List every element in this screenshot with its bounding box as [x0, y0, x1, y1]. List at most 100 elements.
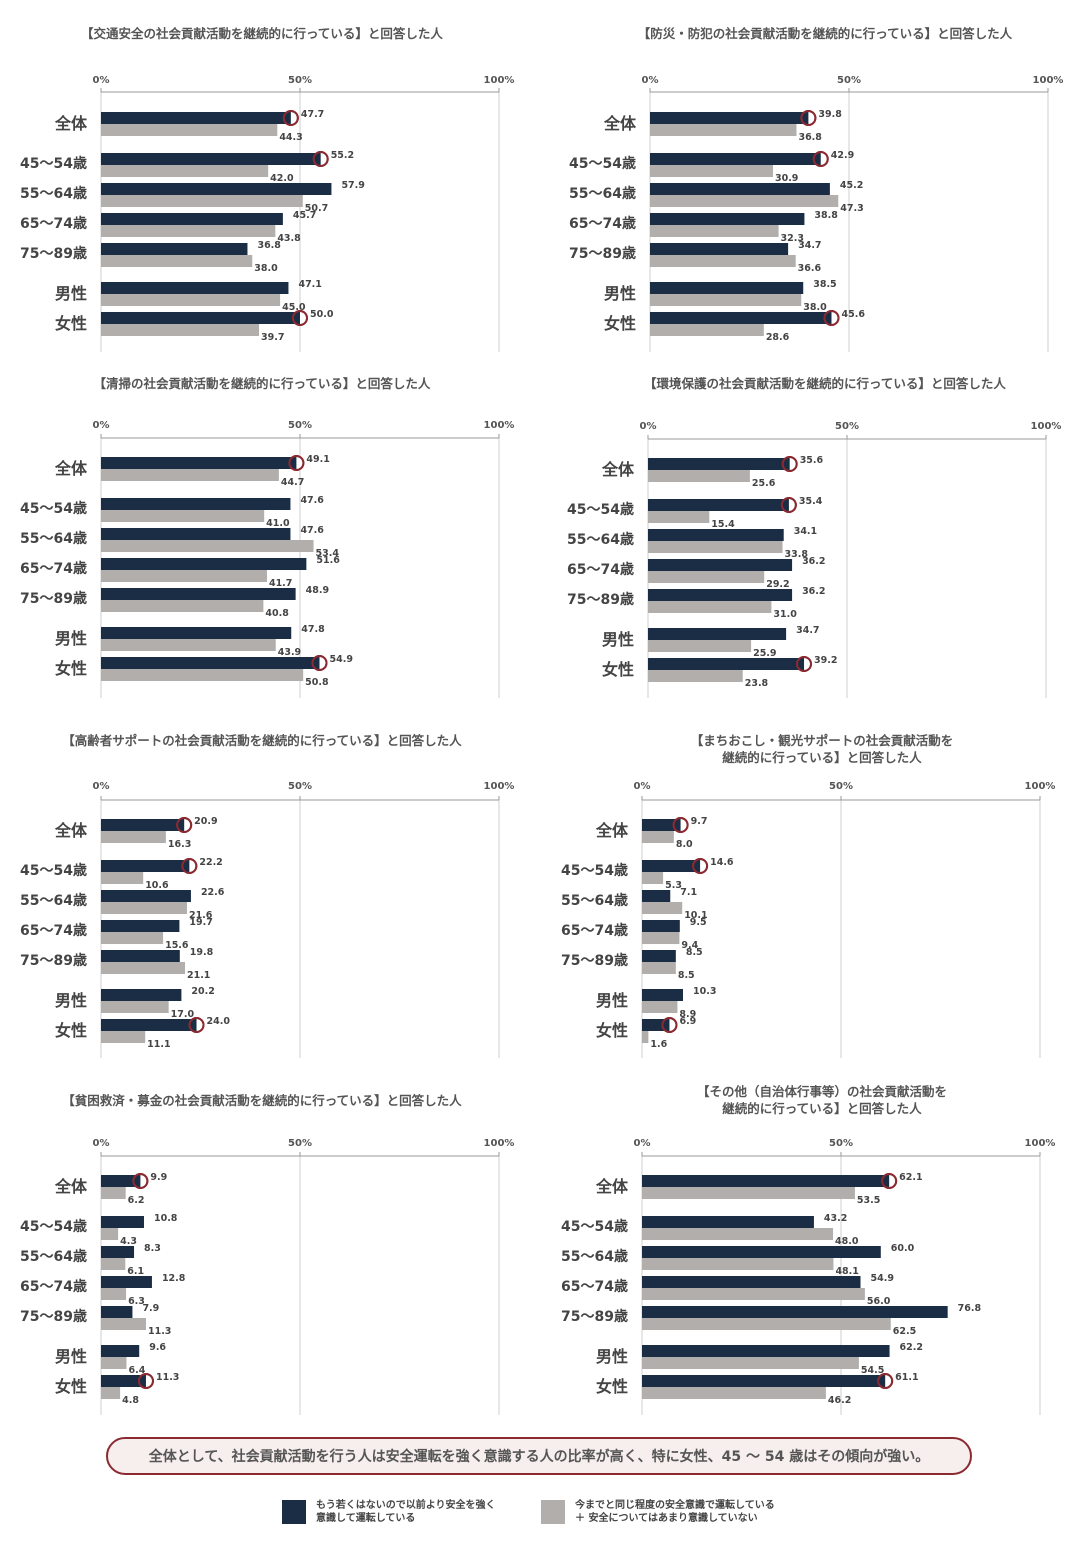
category-label: 75～89歳 — [567, 591, 634, 608]
data-label-dark: 39.8 — [818, 109, 842, 120]
bar-dark — [101, 1019, 197, 1031]
bar-gray — [642, 1001, 678, 1013]
category-label: 全体 — [603, 114, 637, 133]
category-label: 45～54歳 — [561, 862, 628, 879]
bar-dark — [101, 627, 292, 639]
data-label-gray: 41.0 — [266, 518, 290, 529]
category-label: 75～89歳 — [561, 952, 628, 969]
highlight-marker-ring — [672, 817, 689, 833]
bar-gray — [642, 932, 680, 944]
data-label-gray: 46.2 — [828, 1395, 851, 1406]
bar-gray — [101, 1357, 127, 1369]
data-label-gray: 8.0 — [676, 839, 693, 850]
data-label-gray: 23.8 — [745, 678, 769, 689]
bar-gray — [650, 294, 802, 306]
data-label-dark: 36.2 — [802, 586, 825, 597]
bar-gray — [642, 962, 676, 974]
data-label-dark: 42.9 — [831, 150, 854, 161]
data-label-dark: 20.2 — [191, 986, 214, 997]
data-label-dark: 54.9 — [330, 654, 353, 665]
bar-gray — [101, 1387, 121, 1399]
data-label-gray: 45.0 — [282, 302, 306, 313]
category-label: 全体 — [601, 460, 635, 479]
category-label: 45～54歳 — [20, 862, 87, 879]
highlight-marker-ring — [311, 655, 328, 671]
chart-title: 【貧困救済・募金の社会貢献活動を継続的に行っている】と回答した人 — [62, 1093, 462, 1108]
category-label: 75～89歳 — [569, 245, 636, 262]
tick-label: 0% — [634, 781, 651, 792]
data-label-gray: 42.0 — [270, 173, 294, 184]
category-label: 65～74歳 — [20, 215, 87, 232]
data-label-gray: 28.6 — [766, 332, 790, 343]
category-label: 75～89歳 — [20, 952, 87, 969]
tick-label: 50% — [837, 75, 861, 86]
data-label-gray: 31.0 — [773, 609, 797, 620]
category-label: 45～54歳 — [567, 501, 634, 518]
category-label: 女性 — [55, 659, 87, 678]
data-label-dark: 19.8 — [190, 947, 214, 958]
data-label-dark: 20.9 — [194, 816, 217, 827]
data-label-gray: 1.6 — [650, 1039, 667, 1050]
bar-dark — [101, 950, 180, 962]
chart-title: 【まちおこし・観光サポートの社会貢献活動を — [691, 733, 954, 748]
data-label-dark: 49.1 — [306, 454, 329, 465]
bar-gray — [101, 1228, 119, 1240]
data-label-dark: 10.3 — [693, 986, 716, 997]
category-label: 65～74歳 — [569, 215, 636, 232]
highlight-marker-ring — [812, 151, 829, 167]
tick-label: 100% — [484, 75, 515, 86]
highlight-marker-ring — [188, 1017, 205, 1033]
bar-dark — [101, 588, 296, 600]
data-label-dark: 57.9 — [341, 180, 364, 191]
tick-label: 0% — [93, 75, 110, 86]
bar-dark — [648, 559, 793, 571]
bar-dark — [101, 1175, 141, 1187]
category-label: 65～74歳 — [567, 561, 634, 578]
data-label-gray: 21.6 — [189, 910, 213, 921]
bar-dark — [648, 499, 789, 511]
bar-gray — [101, 1258, 126, 1270]
data-label-dark: 47.1 — [298, 279, 321, 290]
data-label-dark: 51.6 — [316, 555, 340, 566]
tick-label: 0% — [642, 75, 659, 86]
bar-gray — [101, 639, 276, 651]
bar-dark — [648, 589, 793, 601]
bar-gray — [101, 1031, 146, 1043]
bar-gray — [101, 831, 166, 843]
bar-dark — [101, 153, 321, 165]
data-label-dark: 8.5 — [686, 947, 703, 958]
data-label-dark: 7.9 — [142, 1303, 159, 1314]
summary-text: 全体として、社会貢献活動を行う人は安全運転を強く意識する人の比率が高く、特に女性… — [148, 1449, 930, 1465]
bar-gray — [101, 225, 276, 237]
data-label-dark: 62.1 — [899, 1172, 922, 1183]
bar-dark — [101, 112, 291, 124]
bar-dark — [101, 819, 185, 831]
data-label-dark: 62.2 — [900, 1342, 923, 1353]
category-label: 女性 — [596, 1377, 628, 1396]
bar-gray — [101, 165, 269, 177]
data-label-gray: 62.5 — [893, 1326, 916, 1337]
tick-label: 100% — [484, 781, 515, 792]
bar-gray — [648, 670, 743, 682]
bar-dark — [101, 920, 180, 932]
data-label-gray: 43.8 — [277, 233, 301, 244]
bar-gray — [101, 510, 265, 522]
category-label: 45～54歳 — [569, 155, 636, 172]
bar-gray — [101, 324, 260, 336]
chart-title: 継続的に行っている】と回答した人 — [722, 750, 922, 765]
category-label: 55～64歳 — [20, 1248, 87, 1265]
data-label-gray: 41.7 — [269, 578, 292, 589]
highlight-marker-ring — [292, 310, 308, 326]
data-label-gray: 10.1 — [684, 910, 707, 921]
data-label-gray: 4.8 — [122, 1395, 139, 1406]
data-label-gray: 30.9 — [775, 173, 798, 184]
bar-gray — [650, 324, 764, 336]
bar-dark — [101, 183, 332, 195]
highlight-marker-ring — [781, 456, 798, 472]
data-label-dark: 60.0 — [891, 1243, 915, 1254]
category-label: 女性 — [55, 314, 87, 333]
data-label-dark: 45.2 — [840, 180, 863, 191]
bar-dark — [642, 1216, 814, 1228]
category-label: 55～64歳 — [561, 892, 628, 909]
bar-gray — [648, 511, 710, 523]
